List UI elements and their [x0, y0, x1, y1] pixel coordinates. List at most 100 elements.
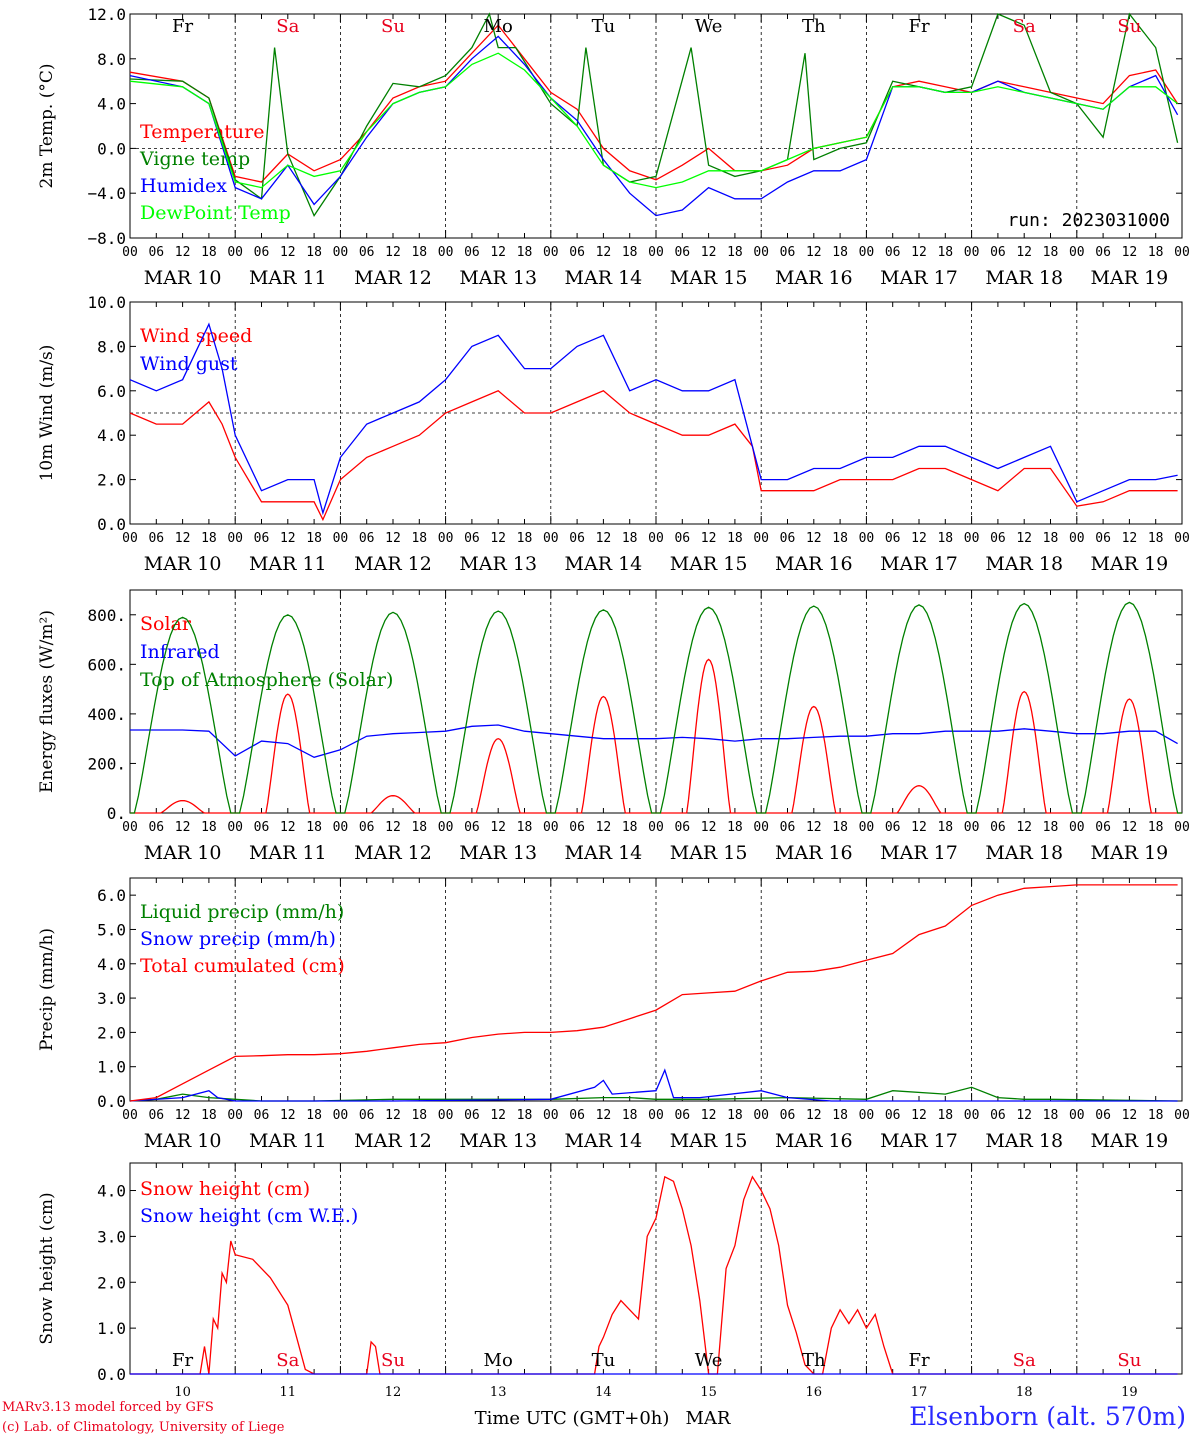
- hour-tick-label: 06: [1095, 1108, 1111, 1123]
- legend-entry: DewPoint Temp: [140, 202, 291, 224]
- hour-tick-label: 12: [280, 245, 296, 260]
- y-tick-label: 2.0: [97, 1023, 126, 1042]
- hour-tick-label: 18: [411, 531, 427, 546]
- day-label: MAR 18: [985, 842, 1063, 864]
- hour-tick-label: 18: [937, 1108, 953, 1123]
- series-line-1-3: [129, 35, 1179, 217]
- hour-tick-label: 06: [359, 1108, 375, 1123]
- y-tick-label: 3.0: [97, 1227, 126, 1246]
- day-number: 14: [595, 1385, 612, 1400]
- hour-tick-label: 06: [254, 1108, 270, 1123]
- x-axis-label: Time UTC (GMT+0h): [475, 1408, 670, 1429]
- hour-tick-label: 18: [1043, 245, 1059, 260]
- hour-tick-label: 06: [674, 820, 690, 835]
- hour-tick-label: 00: [1069, 1108, 1085, 1123]
- hour-tick-label: 18: [306, 245, 322, 260]
- series-line-1-4: [129, 52, 1178, 189]
- y-axis-label: Snow height (cm): [37, 1192, 57, 1344]
- series-line-2-1: [129, 390, 1178, 522]
- series-line-2-2: [129, 322, 1178, 516]
- y-tick-label: 600.: [87, 655, 126, 674]
- hour-tick-label: 12: [806, 1108, 822, 1123]
- day-label: MAR 17: [880, 1130, 958, 1152]
- hour-tick-label: 18: [1148, 531, 1164, 546]
- y-tick-label: 12.0: [87, 5, 126, 24]
- hour-tick-label: 12: [385, 531, 401, 546]
- hour-tick-label: 06: [885, 820, 901, 835]
- day-number: 19: [1121, 1385, 1138, 1400]
- panel-1: 12.0 8.0 4.0 0.0 −4.0 −8.0 2m Temp. (°C) Temper…: [37, 5, 1190, 289]
- hour-tick-label: 18: [201, 531, 217, 546]
- day-label: MAR 19: [1091, 842, 1169, 864]
- series-line-3-2: [130, 724, 1178, 758]
- hour-tick-label: 06: [464, 1108, 480, 1123]
- hour-tick-label: 12: [280, 531, 296, 546]
- day-number: 13: [490, 1385, 507, 1400]
- day-label: MAR 19: [1091, 267, 1169, 289]
- hour-tick-label: 12: [701, 245, 717, 260]
- day-name: Mo: [484, 16, 513, 37]
- day-label: MAR 17: [880, 553, 958, 575]
- legend-entry: Infrared: [140, 641, 220, 663]
- series-line-1-2: [129, 12, 1179, 217]
- day-name: Th: [802, 1350, 826, 1371]
- day-label: MAR 11: [249, 267, 327, 289]
- legend-entry: Temperature: [140, 121, 264, 143]
- hour-tick-label: 18: [1148, 245, 1164, 260]
- hour-tick-label: 18: [937, 820, 953, 835]
- day-label: MAR 14: [565, 1130, 643, 1152]
- legend-entry: Snow height (cm W.E.): [140, 1205, 358, 1227]
- day-name: Fr: [172, 1350, 193, 1371]
- hour-tick-label: 06: [359, 531, 375, 546]
- day-label: MAR 14: [565, 842, 643, 864]
- hour-tick-label: 00: [543, 820, 559, 835]
- day-name: Fr: [172, 16, 193, 37]
- hour-tick-label: 12: [490, 1108, 506, 1123]
- day-name: Sa: [276, 16, 299, 37]
- day-name: We: [695, 16, 723, 37]
- day-number: 12: [385, 1385, 402, 1400]
- hour-tick-label: 00: [859, 1108, 875, 1123]
- hour-tick-label: 06: [254, 820, 270, 835]
- legend-entry: Wind gust: [140, 353, 238, 375]
- hour-tick-label: 12: [596, 531, 612, 546]
- day-name: Th: [802, 16, 826, 37]
- hour-tick-label: 06: [464, 820, 480, 835]
- hour-tick-label: 00: [753, 820, 769, 835]
- y-tick-label: 0.0: [97, 139, 126, 158]
- panel-5: 4.0 3.0 2.0 1.0 0.0 Snow height (cm) Snow heig…: [37, 1162, 1183, 1429]
- day-label: MAR 15: [670, 842, 748, 864]
- y-tick-label: 10.0: [87, 293, 126, 312]
- day-label: MAR 13: [459, 1130, 537, 1152]
- day-label: MAR 19: [1091, 553, 1169, 575]
- hour-tick-label: 00: [753, 245, 769, 260]
- y-tick-label: 2.0: [97, 471, 126, 490]
- day-name: Su: [1117, 16, 1141, 37]
- day-number: 17: [911, 1385, 928, 1400]
- hour-tick-label: 00: [543, 531, 559, 546]
- hour-tick-label: 00: [122, 1108, 138, 1123]
- day-label: MAR 13: [459, 553, 537, 575]
- hour-tick-label: 06: [780, 245, 796, 260]
- day-label: MAR 19: [1091, 1130, 1169, 1152]
- hour-tick-label: 06: [885, 245, 901, 260]
- hour-tick-label: 06: [569, 1108, 585, 1123]
- hour-tick-label: 06: [674, 531, 690, 546]
- hour-tick-label: 12: [280, 820, 296, 835]
- hour-tick-label: 18: [727, 531, 743, 546]
- y-tick-label: 0.0: [97, 515, 126, 534]
- hour-tick-label: 00: [964, 531, 980, 546]
- hour-tick-label: 00: [227, 531, 243, 546]
- hour-tick-label: 06: [569, 245, 585, 260]
- hour-tick-label: 18: [201, 245, 217, 260]
- hour-tick-label: 12: [1122, 1108, 1138, 1123]
- hour-tick-label: 06: [780, 820, 796, 835]
- hour-tick-label: 12: [806, 245, 822, 260]
- day-name: Mo: [484, 1350, 513, 1371]
- day-label: MAR 18: [985, 267, 1063, 289]
- hour-tick-label: 12: [1016, 531, 1032, 546]
- day-name: We: [695, 1350, 723, 1371]
- day-label: MAR 16: [775, 1130, 853, 1152]
- y-axis-label: 2m Temp. (°C): [37, 63, 57, 188]
